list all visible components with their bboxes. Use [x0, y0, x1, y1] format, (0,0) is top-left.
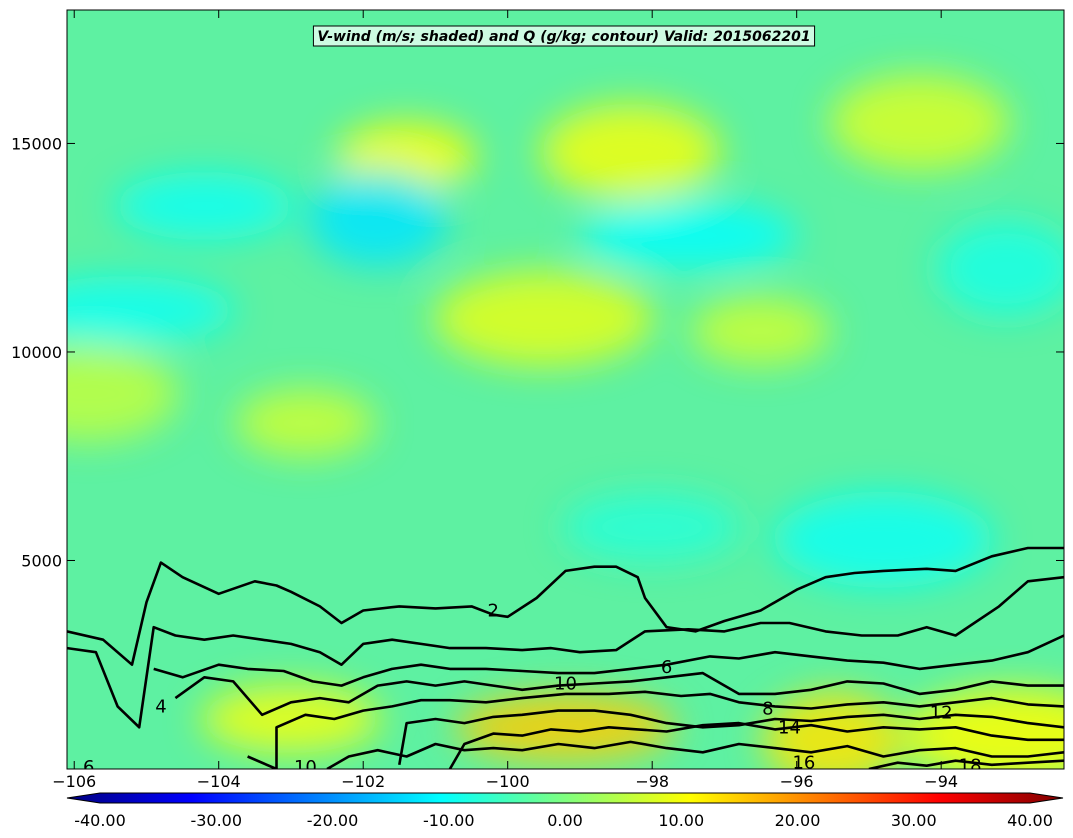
shade-feature — [562, 493, 743, 562]
x-tick-label: −98 — [635, 772, 669, 791]
y-tick-label: 10000 — [11, 343, 62, 362]
plot-area: 2 4 6 8 10 10 12 14 16 18 6 −106 −104 −102 −100 −98 −96… — [11, 9, 1065, 791]
contour-line-10 — [247, 690, 1064, 769]
contour-label: 8 — [762, 699, 773, 720]
contour-label: 6 — [83, 757, 94, 778]
contour-label: 6 — [661, 657, 672, 678]
x-axis: −106 −104 −102 −100 −98 −96 −94 — [52, 10, 958, 791]
colorbar-bar — [66, 792, 1064, 804]
y-tick-label: 15000 — [11, 134, 62, 153]
contour-line-8 — [174, 671, 1064, 717]
x-tick-label: −94 — [924, 772, 958, 791]
contour-line-4 — [67, 575, 1064, 729]
x-tick-label: −102 — [341, 772, 385, 791]
chart-title: V-wind (m/s; shaded) and Q (g/kg; contou… — [317, 29, 810, 45]
shade-feature — [690, 297, 831, 366]
colorbar-tick-label: -30.00 — [190, 811, 242, 830]
shade-feature — [67, 345, 179, 442]
x-tick-label: −104 — [197, 772, 241, 791]
shade-feature — [540, 103, 721, 200]
colorbar: -40.00 -30.00 -20.00 -10.00 0.00 10.00 20.00 30… — [66, 792, 1064, 830]
colorbar-tick-label: 10.00 — [658, 811, 704, 830]
shade-feature — [829, 74, 1010, 171]
y-tick-label: 5000 — [21, 551, 62, 570]
contour-label: 2 — [488, 601, 499, 622]
contour-line-2 — [67, 546, 1064, 666]
contour-line-6 — [153, 634, 1064, 687]
colorbar-tick-label: 30.00 — [891, 811, 937, 830]
shade-feature — [578, 201, 799, 270]
shade-feature — [936, 220, 1064, 317]
shade-feature — [307, 170, 448, 267]
y-axis: 5000 10000 15000 — [11, 134, 1064, 570]
colorbar-tick-label: -20.00 — [307, 811, 359, 830]
shade-feature — [433, 270, 654, 367]
colorbar-tick-label: -10.00 — [423, 811, 475, 830]
contour-label: 16 — [792, 753, 815, 774]
colorbar-tick-label: 40.00 — [1007, 811, 1053, 830]
contour-line-18 — [868, 759, 1064, 769]
contour-label: 10 — [554, 674, 577, 695]
x-tick-label: −96 — [780, 772, 814, 791]
contour-label: 18 — [959, 756, 982, 777]
contour-line-16 — [326, 740, 1064, 769]
shade-feature — [455, 693, 676, 762]
contour-label: 14 — [778, 717, 801, 738]
x-tick-label: −106 — [52, 772, 96, 791]
contour-label: 12 — [930, 703, 953, 724]
shade-feature — [235, 388, 376, 457]
contour-label: 10 — [294, 757, 317, 778]
colorbar-tick-label: 20.00 — [775, 811, 821, 830]
shade-feature — [200, 684, 381, 753]
shade-feature — [114, 172, 295, 241]
colorbar-tick-label: 0.00 — [547, 811, 583, 830]
contour-labels: 2 4 6 8 10 10 12 14 16 18 6 — [83, 601, 982, 778]
contour-line-12 — [398, 709, 1064, 766]
contour-field — [67, 546, 1064, 769]
shade-feature — [67, 276, 235, 345]
shaded-field — [67, 74, 1064, 769]
x-tick-label: −100 — [486, 772, 530, 791]
contour-label: 4 — [155, 696, 166, 717]
chart-title-box: V-wind (m/s; shaded) and Q (g/kg; contou… — [312, 25, 816, 47]
shade-feature — [773, 491, 994, 588]
contour-line-14 — [448, 721, 1064, 769]
colorbar-tick-label: -40.00 — [74, 811, 126, 830]
plot-frame — [66, 9, 1065, 770]
